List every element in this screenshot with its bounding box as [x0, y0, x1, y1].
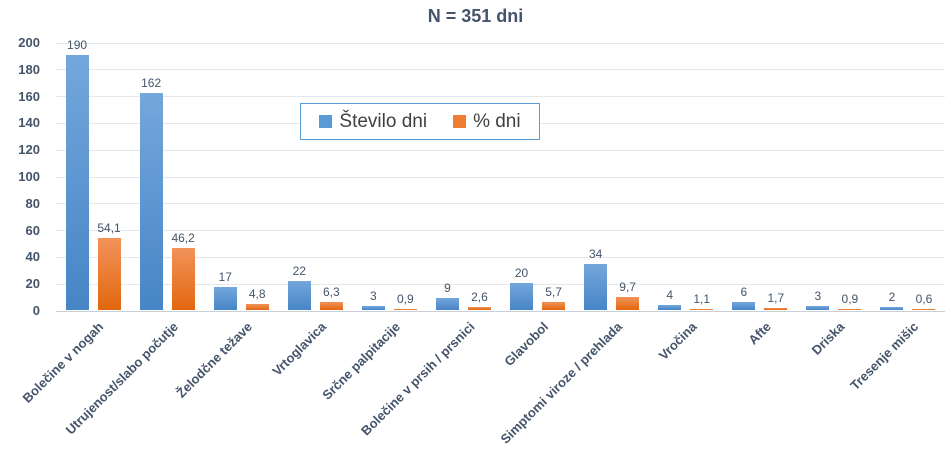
bar-pct-label: 1,1: [693, 291, 711, 306]
y-tick-label: 100: [18, 169, 40, 184]
bar-pct-label: 6,3: [322, 284, 340, 299]
gridline: [56, 203, 945, 205]
bar-value-label: 3: [370, 288, 377, 303]
bar-pct-dni: [319, 301, 343, 310]
x-category-label: Afte: [744, 319, 774, 348]
bar-pct-label: 0,6: [915, 292, 933, 306]
bar-pct-dni: [912, 309, 936, 310]
y-tick-label: 160: [18, 88, 40, 104]
bar-stevilo-dni: [584, 264, 608, 310]
plot-area: 190 54,1 162 46,2 17 4,8 22 6,3 3 0,9 9 2,6 20 5,7 34 9…: [56, 38, 945, 312]
bar-stevilo-dni: [658, 304, 682, 310]
bar-pct-dni: [690, 308, 714, 310]
bar-value-label: 6: [740, 284, 748, 299]
gridline: [56, 96, 945, 98]
bar-pct-label: 54,1: [97, 220, 121, 235]
legend-swatch-blue-icon: [319, 115, 333, 128]
bar-pct-dni: [467, 306, 491, 310]
bar-pct-label: 5,7: [545, 285, 562, 300]
y-tick-label: 80: [25, 195, 40, 211]
x-category-label: Srčne palpitacije: [319, 319, 403, 403]
y-tick-label: 180: [18, 61, 40, 77]
bar-pct-dni: [97, 237, 121, 310]
legend-label-stevilo-dni: Število dni: [339, 110, 428, 132]
x-axis-line: [56, 310, 945, 312]
x-category-label: Vročina: [655, 319, 700, 363]
bar-pct-dni: [616, 297, 640, 310]
y-tick-label: 200: [18, 35, 40, 50]
x-category-label: Simptomi viroze / prehlada: [497, 319, 626, 447]
bar-value-label: 20: [514, 266, 529, 281]
gridline: [56, 149, 945, 151]
bar-pct-dni: [764, 307, 788, 310]
bar-pct-label: 0,9: [841, 291, 859, 306]
x-category-label: Glavobol: [501, 319, 552, 369]
gridline: [56, 230, 945, 232]
legend-item-pct-dni: % dni: [453, 111, 521, 133]
bar-pct-label: 2,6: [471, 289, 488, 304]
bar-value-label: 22: [292, 263, 306, 278]
bar-pct-dni: [245, 303, 269, 310]
bar-stevilo-dni: [65, 55, 89, 310]
bar-stevilo-dni: [806, 305, 830, 310]
y-tick-label: 140: [18, 115, 40, 131]
bar-value-label: 4: [666, 287, 674, 302]
bar-value-label: 190: [67, 38, 88, 53]
legend-item-stevilo-dni: Število dni: [319, 111, 427, 133]
y-tick-label: 0: [32, 303, 40, 318]
bar-value-label: 3: [814, 288, 822, 303]
bar-pct-dni: [542, 302, 566, 310]
bar-pct-label: 1,7: [767, 290, 785, 305]
bar-stevilo-dni: [139, 92, 163, 310]
bar-value-label: 2: [888, 290, 896, 305]
bar-value-label: 9: [444, 280, 451, 295]
legend: Število dni % dni: [300, 103, 540, 140]
legend-swatch-orange-icon: [453, 115, 467, 128]
legend-label-pct-dni: % dni: [473, 110, 521, 132]
gridline: [56, 42, 945, 44]
gridline: [56, 283, 945, 285]
chart-title: N = 351 dni: [427, 6, 524, 26]
bar-stevilo-dni: [213, 287, 237, 310]
bar-value-label: 162: [141, 75, 162, 90]
y-tick-label: 120: [18, 142, 40, 158]
bar-pct-label: 0,9: [397, 291, 414, 306]
y-tick-label: 40: [25, 249, 40, 265]
x-category-label: Tresenje mišic: [847, 319, 922, 393]
y-tick-label: 60: [25, 222, 40, 238]
bar-pct-dni: [393, 308, 417, 310]
x-category-label: Bolečine v nogah: [19, 319, 107, 406]
bar-pct-dni: [838, 308, 862, 310]
gridline: [56, 176, 945, 178]
bar-stevilo-dni: [732, 301, 756, 310]
x-category-label: Želodčne težave: [173, 319, 255, 401]
bar-pct-dni: [171, 248, 195, 310]
bar-value-label: 34: [588, 247, 603, 262]
gridline: [56, 256, 945, 258]
bar-stevilo-dni: [435, 297, 459, 310]
bar-pct-label: 9,7: [619, 280, 636, 295]
bar-stevilo-dni: [880, 307, 904, 310]
gridline: [56, 69, 945, 71]
x-category-label: Driska: [808, 319, 848, 358]
bar-value-label: 17: [218, 270, 232, 285]
bar-stevilo-dni: [510, 283, 534, 310]
bar-pct-label: 46,2: [171, 231, 195, 246]
bar-pct-label: 4,8: [248, 286, 266, 301]
x-category-label: Vrtoglavica: [269, 319, 329, 379]
bar-stevilo-dni: [361, 305, 385, 310]
bar-stevilo-dni: [287, 280, 311, 310]
y-tick-label: 20: [25, 276, 40, 292]
